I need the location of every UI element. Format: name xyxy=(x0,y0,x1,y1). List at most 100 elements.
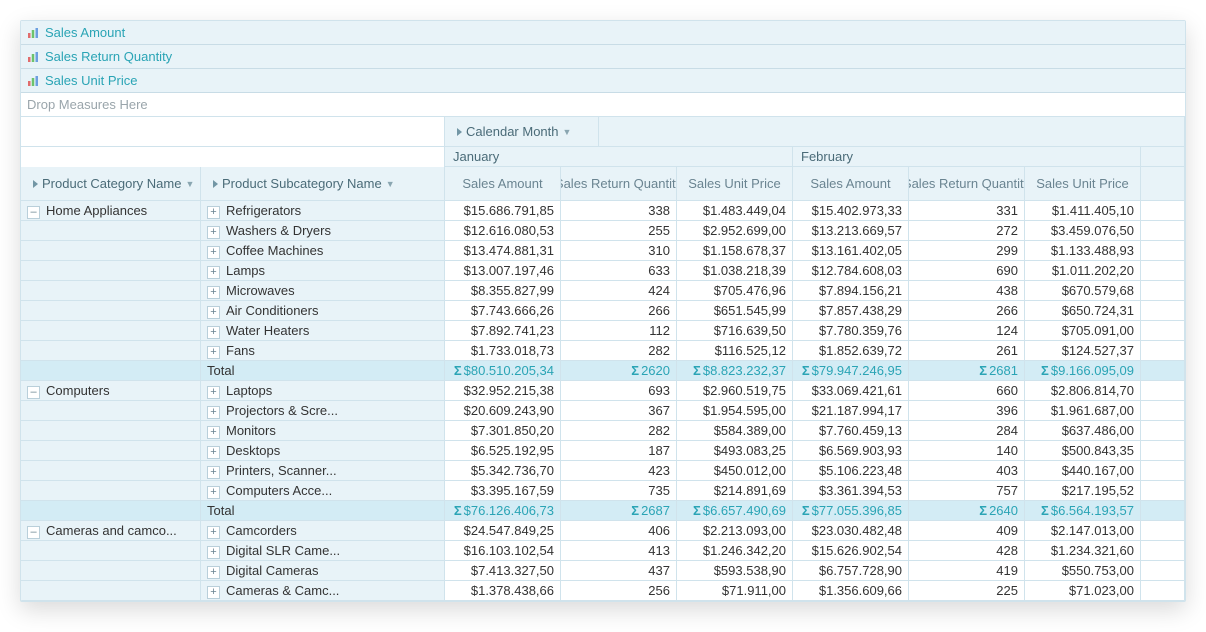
month-header[interactable]: January xyxy=(445,147,793,167)
dropdown-caret-icon: ▼ xyxy=(386,177,395,191)
category-cell xyxy=(21,441,201,461)
data-cell: 282 xyxy=(561,341,677,361)
total-cell: Σ$6.657.490,69 xyxy=(677,501,793,521)
sigma-icon: Σ xyxy=(979,503,987,518)
category-label: Computers xyxy=(46,383,110,398)
value-column-header[interactable]: Sales Amount xyxy=(793,167,909,201)
expand-button[interactable]: + xyxy=(207,386,220,399)
category-cell: –Cameras and camco... xyxy=(21,521,201,541)
column-dimension-header[interactable]: Calendar Month▼ xyxy=(445,117,599,147)
data-cell: 282 xyxy=(561,421,677,441)
data-cell: $2.213.093,00 xyxy=(677,521,793,541)
data-cell: $1.411.405,10 xyxy=(1025,201,1141,221)
data-cell: 403 xyxy=(909,461,1025,481)
data-cell: $32.952.215,38 xyxy=(445,381,561,401)
subcategory-cell: +Laptops xyxy=(201,381,445,401)
row-spacer xyxy=(1141,341,1185,361)
data-cell: $12.784.608,03 xyxy=(793,261,909,281)
expand-button[interactable]: + xyxy=(207,566,220,579)
expand-button[interactable]: + xyxy=(207,586,220,599)
data-cell: $493.083,25 xyxy=(677,441,793,461)
expand-button[interactable]: + xyxy=(207,426,220,439)
expand-button[interactable]: + xyxy=(207,286,220,299)
data-cell: 690 xyxy=(909,261,1025,281)
total-cell: Σ2640 xyxy=(909,501,1025,521)
expand-button[interactable]: + xyxy=(207,206,220,219)
data-cell: $670.579,68 xyxy=(1025,281,1141,301)
data-cell: $1.961.687,00 xyxy=(1025,401,1141,421)
data-cell: $3.395.167,59 xyxy=(445,481,561,501)
data-cell: $33.069.421,61 xyxy=(793,381,909,401)
expand-button[interactable]: + xyxy=(207,486,220,499)
drop-measures-hint[interactable]: Drop Measures Here xyxy=(21,93,1185,117)
value-column-header[interactable]: Sales Amount xyxy=(445,167,561,201)
sigma-icon: Σ xyxy=(802,363,810,378)
row-dimension-header[interactable]: Product Subcategory Name▼ xyxy=(201,167,445,201)
expand-button[interactable]: + xyxy=(207,226,220,239)
row-spacer xyxy=(1141,441,1185,461)
row-spacer xyxy=(1141,381,1185,401)
row-dimension-header[interactable]: Product Category Name▼ xyxy=(21,167,201,201)
total-cell: Σ2681 xyxy=(909,361,1025,381)
data-cell: $7.413.327,50 xyxy=(445,561,561,581)
expand-button[interactable]: + xyxy=(207,346,220,359)
collapse-button[interactable]: – xyxy=(27,386,40,399)
data-cell: $7.743.666,26 xyxy=(445,301,561,321)
value-column-header[interactable]: Sales Return Quantity xyxy=(561,167,677,201)
collapse-button[interactable]: – xyxy=(27,206,40,219)
value-column-header[interactable]: Sales Return Quantity xyxy=(909,167,1025,201)
data-cell: $1.483.449,04 xyxy=(677,201,793,221)
row-spacer xyxy=(1141,581,1185,601)
expand-button[interactable]: + xyxy=(207,446,220,459)
data-cell: $7.301.850,20 xyxy=(445,421,561,441)
value-column-header[interactable]: Sales Unit Price xyxy=(1025,167,1141,201)
category-cell xyxy=(21,501,201,521)
expand-button[interactable]: + xyxy=(207,546,220,559)
category-cell xyxy=(21,241,201,261)
data-cell: 261 xyxy=(909,341,1025,361)
data-cell: $1.356.609,66 xyxy=(793,581,909,601)
measure-row[interactable]: Sales Return Quantity xyxy=(21,45,1185,69)
data-cell: 406 xyxy=(561,521,677,541)
sigma-icon: Σ xyxy=(454,363,462,378)
data-cell: $7.857.438,29 xyxy=(793,301,909,321)
value-column-header[interactable]: Sales Unit Price xyxy=(677,167,793,201)
month-header[interactable]: February xyxy=(793,147,1141,167)
data-cell: 272 xyxy=(909,221,1025,241)
data-cell: $7.894.156,21 xyxy=(793,281,909,301)
row-spacer xyxy=(1141,281,1185,301)
data-cell: $7.780.359,76 xyxy=(793,321,909,341)
row-spacer xyxy=(1141,241,1185,261)
data-cell: $650.724,31 xyxy=(1025,301,1141,321)
expand-button[interactable]: + xyxy=(207,526,220,539)
expand-button[interactable]: + xyxy=(207,266,220,279)
data-cell: 112 xyxy=(561,321,677,341)
data-cell: 187 xyxy=(561,441,677,461)
row-dimension-label: Product Category Name xyxy=(42,177,181,191)
category-label: Cameras and camco... xyxy=(46,523,177,538)
data-cell: $8.355.827,99 xyxy=(445,281,561,301)
data-cell: 428 xyxy=(909,541,1025,561)
expand-button[interactable]: + xyxy=(207,306,220,319)
expand-button[interactable]: + xyxy=(207,406,220,419)
measure-row[interactable]: Sales Unit Price xyxy=(21,69,1185,93)
collapse-button[interactable]: – xyxy=(27,526,40,539)
sigma-icon: Σ xyxy=(979,363,987,378)
data-cell: $593.538,90 xyxy=(677,561,793,581)
subcategory-cell: + Air Conditioners xyxy=(201,301,445,321)
expand-button[interactable]: + xyxy=(207,246,220,259)
category-cell xyxy=(21,481,201,501)
subcategory-label: Refrigerators xyxy=(226,203,301,218)
expand-button[interactable]: + xyxy=(207,326,220,339)
chart-icon xyxy=(27,27,39,39)
subcategory-cell: +Desktops xyxy=(201,441,445,461)
data-cell: 735 xyxy=(561,481,677,501)
data-cell: 633 xyxy=(561,261,677,281)
subcategory-label: Air Conditioners xyxy=(226,303,319,318)
data-cell: 660 xyxy=(909,381,1025,401)
measure-row[interactable]: Sales Amount xyxy=(21,21,1185,45)
expand-button[interactable]: + xyxy=(207,466,220,479)
subcategory-label: Fans xyxy=(226,343,255,358)
row-spacer xyxy=(1141,541,1185,561)
subcategory-label: Projectors & Scre... xyxy=(226,403,338,418)
